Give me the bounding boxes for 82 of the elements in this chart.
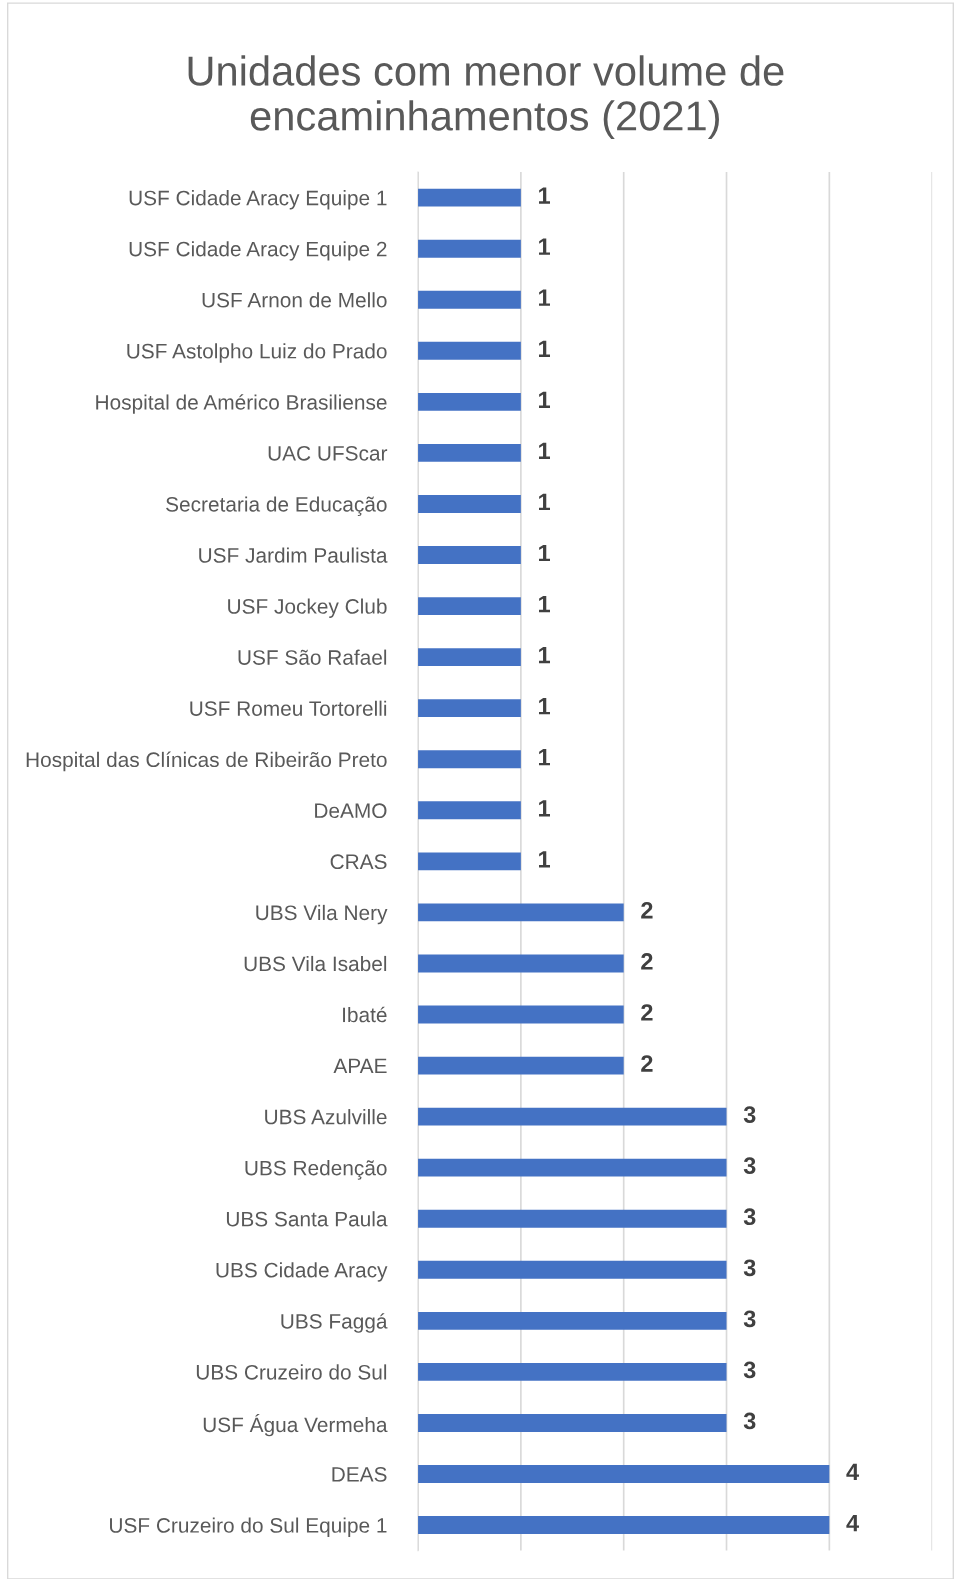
data-label: 1 bbox=[539, 238, 550, 255]
y-tick-label: DeAMO bbox=[315, 803, 387, 819]
y-tick-label: USF Jardim Paulista bbox=[199, 547, 388, 563]
y-tick-label: Ibaté bbox=[343, 1006, 387, 1023]
bar bbox=[418, 188, 521, 207]
bar bbox=[418, 1465, 830, 1483]
data-label: 4 bbox=[846, 1514, 860, 1532]
y-tick-label: UBS Cidade Aracy bbox=[216, 1262, 388, 1282]
y-tick-label: UAC UFScar bbox=[268, 445, 388, 461]
data-label: 2 bbox=[641, 953, 653, 970]
bar bbox=[418, 699, 521, 718]
y-tick-label: UBS Cruzeiro do Sul bbox=[196, 1364, 387, 1380]
bar bbox=[418, 1209, 727, 1228]
y-tick-label: UBS Vila Isabel bbox=[244, 955, 387, 972]
y-tick-label: UBS Vila Nery bbox=[256, 904, 388, 925]
data-label: 1 bbox=[539, 187, 550, 204]
data-label: 1 bbox=[539, 340, 550, 357]
data-label: 1 bbox=[539, 442, 550, 460]
data-label: 3 bbox=[743, 1208, 756, 1226]
data-label: 3 bbox=[743, 1412, 756, 1430]
data-label: 3 bbox=[743, 1310, 756, 1328]
data-label: 4 bbox=[846, 1463, 860, 1481]
y-tick-label: UBS Azulville bbox=[265, 1109, 387, 1125]
bar bbox=[418, 648, 521, 667]
y-tick-label: Hospital das Clínicas de Ribeirão Preto bbox=[26, 751, 387, 772]
y-tick-label: UBS Redenção bbox=[245, 1160, 387, 1180]
data-label: 3 bbox=[743, 1361, 756, 1379]
y-tick-label: CRAS bbox=[330, 854, 387, 870]
bar bbox=[418, 392, 521, 411]
data-label: 1 bbox=[539, 646, 550, 664]
y-tick-label: USF Cidade Aracy Equipe 2 bbox=[129, 241, 387, 261]
data-label: 1 bbox=[539, 800, 550, 817]
data-label: 1 bbox=[539, 289, 550, 306]
bar bbox=[418, 546, 521, 564]
bar bbox=[418, 1260, 727, 1279]
data-label: 2 bbox=[641, 1004, 653, 1021]
bar bbox=[418, 341, 521, 360]
data-label: 1 bbox=[539, 851, 550, 868]
data-label: 3 bbox=[743, 1259, 756, 1277]
y-tick-label: USF São Rafael bbox=[238, 649, 387, 665]
bar bbox=[418, 290, 521, 309]
data-label: 1 bbox=[539, 698, 550, 715]
data-label: 3 bbox=[743, 1157, 756, 1175]
y-tick-label: USF Cidade Aracy Equipe 1 bbox=[129, 190, 387, 210]
y-tick-label: UBS Faggá bbox=[281, 1313, 388, 1333]
data-label: 3 bbox=[743, 1106, 756, 1123]
y-tick-label: UBS Santa Paula bbox=[226, 1211, 388, 1227]
y-tick-label: USF Romeu Tortorelli bbox=[190, 700, 387, 716]
bar bbox=[418, 1362, 727, 1381]
bar bbox=[418, 1311, 727, 1330]
data-label: 1 bbox=[539, 391, 550, 408]
bar bbox=[418, 443, 521, 462]
chart-title: Unidades com menor volume de encaminhamentos (2021) bbox=[188, 55, 784, 139]
y-tick-label: DEAS bbox=[332, 1467, 387, 1482]
data-label: 1 bbox=[539, 493, 550, 511]
bar bbox=[418, 495, 521, 513]
bar bbox=[418, 1056, 624, 1075]
bar bbox=[418, 1107, 727, 1126]
y-tick-label: Secretaria de Educação bbox=[166, 496, 387, 516]
y-tick-label: APAE bbox=[333, 1058, 387, 1074]
data-label: 1 bbox=[539, 595, 550, 613]
bar bbox=[418, 903, 624, 922]
bar bbox=[418, 852, 521, 871]
y-tick-label: USF Água Vermeha bbox=[203, 1413, 388, 1437]
bar bbox=[418, 954, 624, 973]
bar bbox=[418, 750, 521, 769]
bar bbox=[418, 1158, 727, 1177]
bar bbox=[418, 1414, 727, 1432]
bar bbox=[418, 597, 521, 616]
y-tick-label: USF Cruzeiro do Sul Equipe 1 bbox=[110, 1517, 387, 1537]
bar bbox=[418, 801, 521, 820]
y-tick-label: USF Jockey Club bbox=[228, 598, 387, 618]
bar bbox=[418, 1005, 624, 1024]
data-label: 1 bbox=[539, 749, 550, 766]
data-label: 2 bbox=[641, 1055, 653, 1072]
y-tick-label: USF Astolpho Luiz do Prado bbox=[127, 343, 387, 363]
bar bbox=[418, 239, 521, 258]
y-tick-label: USF Arnon de Mello bbox=[202, 292, 387, 308]
data-label: 2 bbox=[641, 902, 653, 919]
bar bbox=[418, 1516, 830, 1534]
y-tick-label: Hospital de Américo Brasiliense bbox=[96, 394, 387, 414]
data-label: 1 bbox=[539, 544, 550, 562]
